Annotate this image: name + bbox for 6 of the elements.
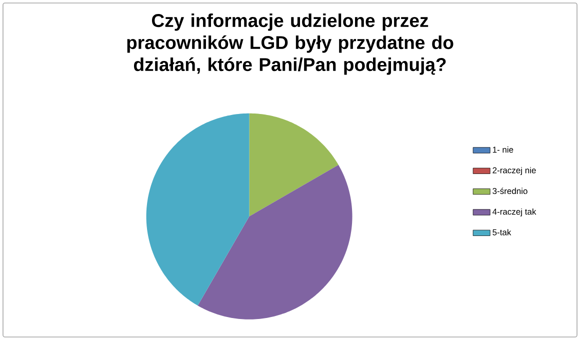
chart-title: Czy informacje udzielone przez pracowników LGD były przydatne do działań, które Pani/Pan podejmują?	[127, 14, 454, 75]
legend-label: 3-średnio	[492, 188, 528, 194]
legend-label: 5-tak	[492, 229, 512, 236]
legend-label: 2-raczej nie	[492, 167, 536, 175]
legend-label: 1- nie	[492, 146, 514, 153]
legend-label: 4-raczej tak	[492, 208, 536, 216]
